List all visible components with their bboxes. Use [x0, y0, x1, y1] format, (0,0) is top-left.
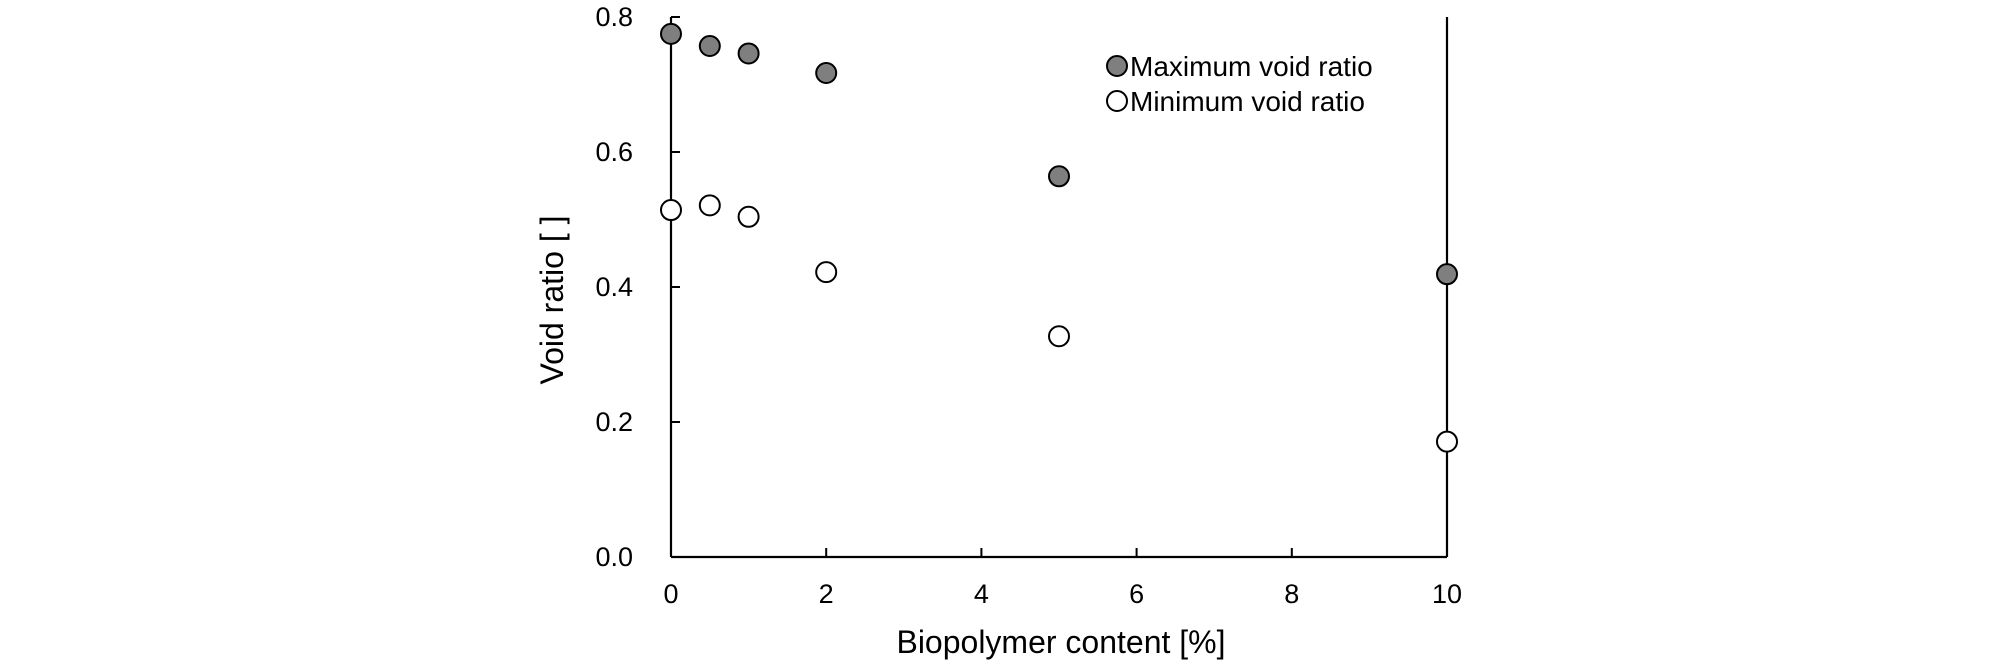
y-tick-label: 0.2 [595, 407, 633, 437]
data-point [660, 22, 682, 45]
y-axis-title: Void ratio [ ] [534, 216, 570, 385]
data-point [737, 42, 760, 65]
data-point [815, 62, 838, 85]
x-tick-label: 2 [819, 579, 834, 609]
data-point [660, 199, 682, 222]
data-point [1048, 165, 1070, 188]
legend-label: Maximum void ratio [1130, 51, 1373, 82]
data-point [698, 35, 721, 58]
y-tick-label: 0.4 [595, 272, 633, 302]
x-tick-label: 10 [1432, 579, 1462, 609]
series-minimum-void-ratio [660, 194, 1458, 453]
data-point [1048, 325, 1070, 348]
x-tick-label: 4 [974, 579, 989, 609]
x-axis-ticks: 0 2 4 6 8 10 [663, 548, 1462, 609]
legend: Maximum void ratio Minimum void ratio [1106, 51, 1373, 117]
x-tick-label: 6 [1129, 579, 1144, 609]
x-tick-label: 0 [663, 579, 678, 609]
data-point [737, 205, 760, 228]
y-tick-label: 0.8 [595, 2, 633, 32]
x-tick-label: 8 [1284, 579, 1299, 609]
y-tick-label: 0.6 [595, 137, 633, 167]
legend-label: Minimum void ratio [1130, 86, 1365, 117]
legend-marker [1106, 90, 1128, 112]
data-point [1436, 430, 1458, 453]
y-axis-ticks: 0.0 0.2 0.4 0.6 0.8 [595, 2, 680, 572]
data-point [698, 194, 721, 217]
legend-marker [1106, 55, 1128, 77]
data-point [1436, 263, 1458, 286]
data-points [660, 22, 1458, 453]
y-tick-label: 0.0 [595, 542, 633, 572]
x-axis-title: Biopolymer content [%] [896, 624, 1225, 660]
series-maximum-void-ratio [660, 22, 1458, 286]
data-point [815, 261, 838, 284]
